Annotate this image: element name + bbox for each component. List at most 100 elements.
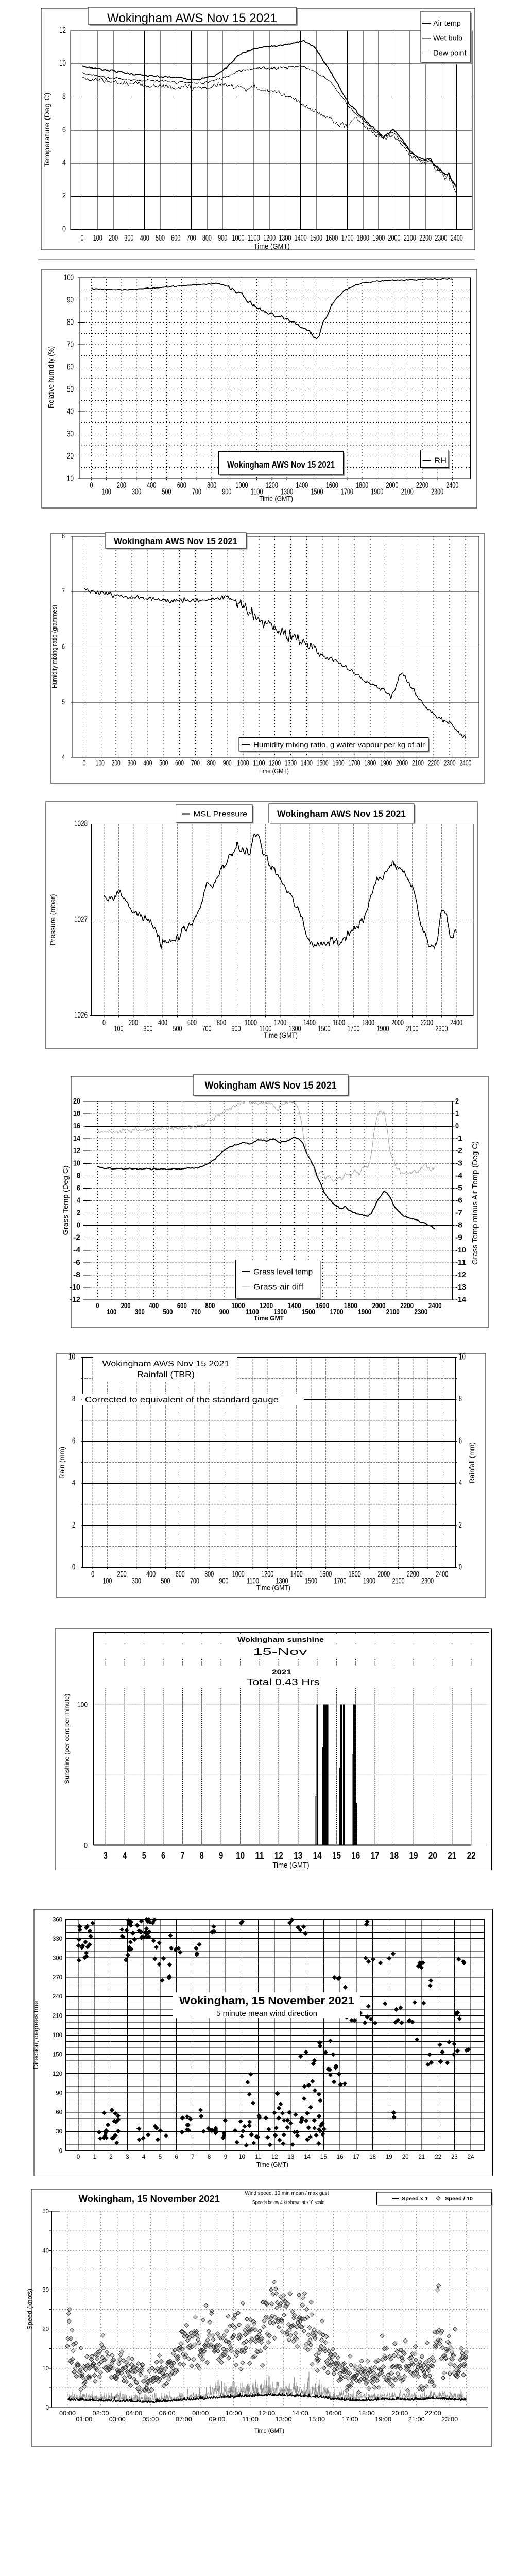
- svg-text:Wet bulb: Wet bulb: [433, 35, 462, 43]
- svg-text:1300: 1300: [279, 234, 291, 243]
- svg-text:300: 300: [132, 488, 141, 497]
- svg-text:600: 600: [176, 1570, 185, 1579]
- svg-text:2000: 2000: [396, 759, 408, 767]
- svg-text:1700: 1700: [334, 1577, 347, 1586]
- svg-text:800: 800: [205, 1301, 215, 1310]
- svg-text:14: 14: [313, 1851, 322, 1861]
- svg-text:20:00: 20:00: [391, 2411, 408, 2417]
- svg-text:1700: 1700: [349, 759, 360, 767]
- svg-text:300: 300: [132, 1577, 141, 1586]
- svg-text:20: 20: [428, 1851, 437, 1861]
- svg-text:0: 0: [81, 234, 84, 243]
- svg-text:120: 120: [53, 2071, 62, 2077]
- svg-text:2: 2: [77, 1209, 80, 1217]
- svg-text:2200: 2200: [416, 481, 428, 490]
- svg-text:Time (GMT): Time (GMT): [254, 243, 290, 251]
- svg-text:8: 8: [77, 1171, 80, 1180]
- svg-text:1400: 1400: [296, 481, 308, 490]
- svg-text:700: 700: [190, 1577, 199, 1586]
- svg-text:100: 100: [64, 273, 74, 282]
- svg-text:100: 100: [114, 1025, 124, 1033]
- svg-text:1100: 1100: [260, 1025, 272, 1033]
- svg-text:20: 20: [73, 1097, 80, 1106]
- svg-text:10:00: 10:00: [226, 2411, 242, 2417]
- svg-text:06:00: 06:00: [159, 2411, 176, 2417]
- svg-text:1300: 1300: [276, 1577, 288, 1586]
- svg-text:700: 700: [191, 1308, 201, 1316]
- svg-text:0: 0: [96, 1301, 99, 1310]
- svg-text:8: 8: [72, 1395, 75, 1403]
- svg-text:2400: 2400: [446, 481, 458, 490]
- svg-text:2300: 2300: [435, 234, 447, 243]
- svg-text:Time (GMT): Time (GMT): [264, 1031, 298, 1039]
- svg-text:60: 60: [67, 362, 74, 371]
- svg-text:1700: 1700: [348, 1025, 360, 1033]
- svg-text:19: 19: [409, 1851, 418, 1861]
- svg-text:Time (GMT): Time (GMT): [254, 2427, 284, 2434]
- svg-text:-6: -6: [73, 1258, 80, 1267]
- svg-text:Wokingham AWS Nov 15 2021: Wokingham AWS Nov 15 2021: [205, 1080, 337, 1091]
- svg-text:2200: 2200: [400, 1301, 414, 1310]
- svg-text:Time GMT: Time GMT: [254, 1314, 284, 1322]
- svg-text:1000: 1000: [232, 234, 245, 243]
- svg-text:0: 0: [84, 1842, 88, 1850]
- svg-text:900: 900: [219, 1308, 229, 1316]
- svg-text:-4: -4: [73, 1246, 81, 1255]
- svg-text:400: 400: [158, 1019, 167, 1027]
- svg-text:1600: 1600: [333, 1019, 345, 1027]
- svg-text:100: 100: [107, 1308, 116, 1316]
- svg-text:1300: 1300: [289, 1025, 301, 1033]
- svg-text:2300: 2300: [436, 1025, 448, 1033]
- svg-text:10: 10: [59, 59, 66, 68]
- svg-text:Rainfall (mm): Rainfall (mm): [468, 1442, 476, 1483]
- svg-text:700: 700: [192, 488, 201, 497]
- svg-text:500: 500: [173, 1025, 182, 1033]
- svg-text:700: 700: [191, 759, 200, 767]
- svg-text:Speed (knots): Speed (knots): [26, 2289, 33, 2330]
- svg-text:1800: 1800: [357, 234, 369, 243]
- svg-text:16: 16: [337, 2154, 344, 2160]
- svg-text:Time (GMT): Time (GMT): [273, 1861, 310, 1870]
- svg-text:-7: -7: [455, 1209, 462, 1217]
- svg-text:900: 900: [232, 1025, 241, 1033]
- svg-text:1026: 1026: [74, 1011, 88, 1020]
- svg-text:-10: -10: [455, 1246, 466, 1255]
- svg-text:Rainfall (TBR): Rainfall (TBR): [137, 1370, 195, 1379]
- svg-text:2100: 2100: [392, 1577, 405, 1586]
- svg-text:10: 10: [42, 2366, 49, 2372]
- svg-text:2000: 2000: [377, 1570, 390, 1579]
- svg-text:5: 5: [142, 1851, 146, 1861]
- svg-text:Wind speed, 10 min mean / max: Wind speed, 10 min mean / max gust: [245, 2190, 329, 2196]
- svg-text:4: 4: [459, 1479, 462, 1487]
- svg-text:-9: -9: [455, 1233, 462, 1242]
- svg-text:100: 100: [77, 1701, 88, 1709]
- svg-text:90: 90: [56, 2090, 62, 2096]
- svg-text:30: 30: [42, 2287, 49, 2294]
- svg-text:1028: 1028: [74, 820, 88, 828]
- svg-text:2100: 2100: [386, 1308, 400, 1316]
- svg-text:1500: 1500: [311, 488, 323, 497]
- svg-text:500: 500: [159, 759, 168, 767]
- svg-text:2300: 2300: [444, 759, 456, 767]
- svg-text:11:00: 11:00: [242, 2417, 259, 2423]
- svg-text:-4: -4: [455, 1171, 463, 1180]
- svg-text:21: 21: [448, 1851, 456, 1861]
- svg-text:1400: 1400: [303, 1019, 316, 1027]
- svg-text:1900: 1900: [377, 1025, 389, 1033]
- svg-text:1600: 1600: [326, 481, 338, 490]
- svg-text:Wokingham AWS Nov 15 2021: Wokingham AWS Nov 15 2021: [114, 536, 237, 546]
- svg-text:17:00: 17:00: [342, 2417, 358, 2423]
- svg-text:2100: 2100: [401, 488, 414, 497]
- svg-text:600: 600: [177, 1301, 187, 1310]
- svg-text:24: 24: [468, 2154, 474, 2160]
- svg-text:17: 17: [371, 1851, 380, 1861]
- svg-text:7: 7: [191, 2154, 194, 2160]
- svg-text:1600: 1600: [316, 1301, 329, 1310]
- svg-text:14:00: 14:00: [292, 2411, 308, 2417]
- svg-text:150: 150: [53, 2052, 62, 2058]
- svg-text:900: 900: [222, 488, 231, 497]
- svg-text:20: 20: [42, 2327, 49, 2333]
- svg-text:-14: -14: [455, 1295, 467, 1304]
- svg-text:Sunshine (per cent per minute): Sunshine (per cent per minute): [63, 1694, 71, 1784]
- svg-text:6: 6: [77, 1183, 80, 1192]
